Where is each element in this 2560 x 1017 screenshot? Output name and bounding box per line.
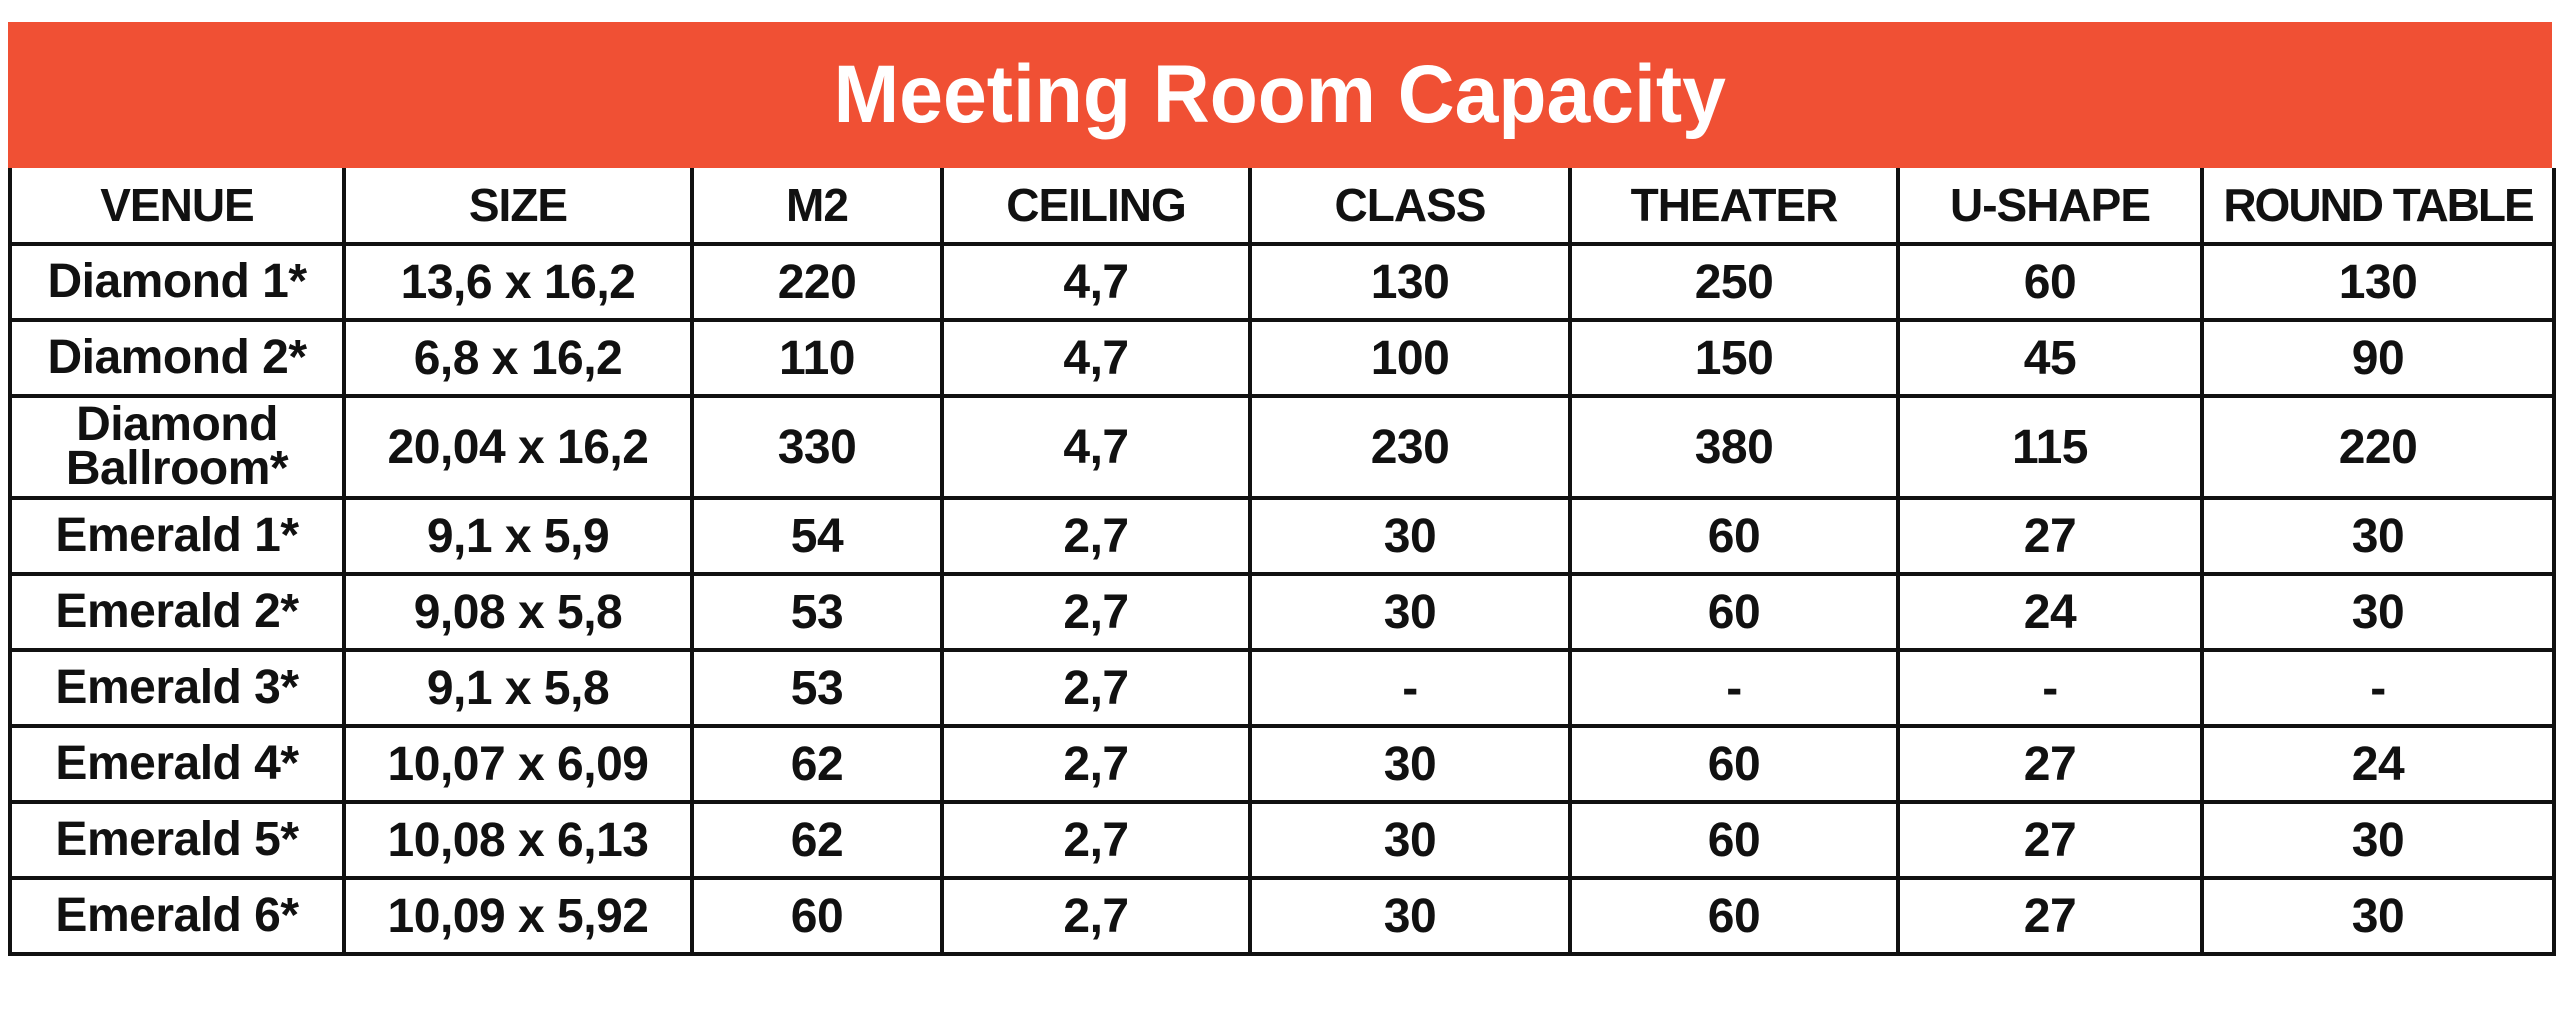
size-cell: 6,8 x 16,2: [342, 318, 694, 398]
m2-cell: 60: [690, 876, 944, 956]
venue-cell: Diamond 2*: [8, 318, 346, 398]
title-banner: Meeting Room Capacity: [8, 22, 2552, 168]
class-cell: 30: [1248, 572, 1572, 652]
class-cell: 230: [1248, 394, 1572, 500]
column-header-ceiling: CEILING: [940, 168, 1252, 246]
theater-cell: 60: [1568, 724, 1900, 804]
round-table-cell: 130: [2200, 242, 2556, 322]
m2-cell: 53: [690, 572, 944, 652]
class-cell: 130: [1248, 242, 1572, 322]
m2-cell: 62: [690, 724, 944, 804]
m2-cell: 220: [690, 242, 944, 322]
round-table-cell: -: [2200, 648, 2556, 728]
table-row: Diamond 2* 6,8 x 16,2 110 4,7 100 150 45…: [8, 318, 2556, 398]
ceiling-cell: 2,7: [940, 800, 1252, 880]
m2-cell: 330: [690, 394, 944, 500]
table-row: Emerald 5* 10,08 x 6,13 62 2,7 30 60 27 …: [8, 800, 2556, 880]
class-cell: 30: [1248, 800, 1572, 880]
table-row: Emerald 1* 9,1 x 5,9 54 2,7 30 60 27 30: [8, 496, 2556, 576]
table-row: Emerald 2* 9,08 x 5,8 53 2,7 30 60 24 30: [8, 572, 2556, 652]
column-header-u-shape: U-SHAPE: [1896, 168, 2204, 246]
size-cell: 13,6 x 16,2: [342, 242, 694, 322]
round-table-cell: 24: [2200, 724, 2556, 804]
round-table-cell: 30: [2200, 496, 2556, 576]
ceiling-cell: 2,7: [940, 648, 1252, 728]
class-cell: 100: [1248, 318, 1572, 398]
m2-cell: 53: [690, 648, 944, 728]
u-shape-cell: -: [1896, 648, 2204, 728]
class-cell: 30: [1248, 876, 1572, 956]
size-cell: 9,1 x 5,8: [342, 648, 694, 728]
theater-cell: 150: [1568, 318, 1900, 398]
table-row: Diamond 1* 13,6 x 16,2 220 4,7 130 250 6…: [8, 242, 2556, 322]
venue-cell: Emerald 1*: [8, 496, 346, 576]
ceiling-cell: 2,7: [940, 496, 1252, 576]
venue-cell: Emerald 3*: [8, 648, 346, 728]
round-table-cell: 30: [2200, 572, 2556, 652]
table-row: Diamond Ballroom* 20,04 x 16,2 330 4,7 2…: [8, 394, 2556, 500]
theater-cell: 380: [1568, 394, 1900, 500]
m2-cell: 54: [690, 496, 944, 576]
venue-cell: Diamond 1*: [8, 242, 346, 322]
class-cell: 30: [1248, 724, 1572, 804]
venue-cell: Emerald 5*: [8, 800, 346, 880]
theater-cell: -: [1568, 648, 1900, 728]
column-header-round-table: ROUND TABLE: [2200, 168, 2556, 246]
column-header-class: CLASS: [1248, 168, 1572, 246]
size-cell: 10,09 x 5,92: [342, 876, 694, 956]
column-header-m2: M2: [690, 168, 944, 246]
u-shape-cell: 27: [1896, 800, 2204, 880]
theater-cell: 60: [1568, 876, 1900, 956]
ceiling-cell: 4,7: [940, 318, 1252, 398]
capacity-table: VENUE SIZE M2 CEILING CLASS THEATER U-SH…: [8, 168, 2556, 956]
u-shape-cell: 45: [1896, 318, 2204, 398]
round-table-cell: 30: [2200, 876, 2556, 956]
venue-cell: Emerald 6*: [8, 876, 346, 956]
ceiling-cell: 4,7: [940, 242, 1252, 322]
ceiling-cell: 2,7: [940, 724, 1252, 804]
class-cell: -: [1248, 648, 1572, 728]
ceiling-cell: 2,7: [940, 572, 1252, 652]
size-cell: 9,1 x 5,9: [342, 496, 694, 576]
capacity-sheet: Meeting Room Capacity VENUE SIZE M2 CEIL…: [8, 22, 2556, 956]
page-title: Meeting Room Capacity: [833, 49, 1727, 140]
header-row: VENUE SIZE M2 CEILING CLASS THEATER U-SH…: [8, 168, 2556, 246]
table-row: Emerald 3* 9,1 x 5,8 53 2,7 - - - -: [8, 648, 2556, 728]
table-row: Emerald 6* 10,09 x 5,92 60 2,7 30 60 27 …: [8, 876, 2556, 956]
theater-cell: 60: [1568, 572, 1900, 652]
table-row: Emerald 4* 10,07 x 6,09 62 2,7 30 60 27 …: [8, 724, 2556, 804]
u-shape-cell: 27: [1896, 876, 2204, 956]
theater-cell: 60: [1568, 496, 1900, 576]
m2-cell: 62: [690, 800, 944, 880]
u-shape-cell: 27: [1896, 724, 2204, 804]
ceiling-cell: 4,7: [940, 394, 1252, 500]
theater-cell: 250: [1568, 242, 1900, 322]
size-cell: 20,04 x 16,2: [342, 394, 694, 500]
u-shape-cell: 115: [1896, 394, 2204, 500]
size-cell: 10,08 x 6,13: [342, 800, 694, 880]
ceiling-cell: 2,7: [940, 876, 1252, 956]
column-header-theater: THEATER: [1568, 168, 1900, 246]
round-table-cell: 90: [2200, 318, 2556, 398]
round-table-cell: 30: [2200, 800, 2556, 880]
u-shape-cell: 27: [1896, 496, 2204, 576]
venue-cell: Emerald 2*: [8, 572, 346, 652]
class-cell: 30: [1248, 496, 1572, 576]
column-header-venue: VENUE: [8, 168, 346, 246]
size-cell: 9,08 x 5,8: [342, 572, 694, 652]
u-shape-cell: 24: [1896, 572, 2204, 652]
size-cell: 10,07 x 6,09: [342, 724, 694, 804]
column-header-size: SIZE: [342, 168, 694, 246]
venue-cell: Emerald 4*: [8, 724, 346, 804]
m2-cell: 110: [690, 318, 944, 398]
u-shape-cell: 60: [1896, 242, 2204, 322]
round-table-cell: 220: [2200, 394, 2556, 500]
theater-cell: 60: [1568, 800, 1900, 880]
venue-cell: Diamond Ballroom*: [8, 394, 346, 500]
